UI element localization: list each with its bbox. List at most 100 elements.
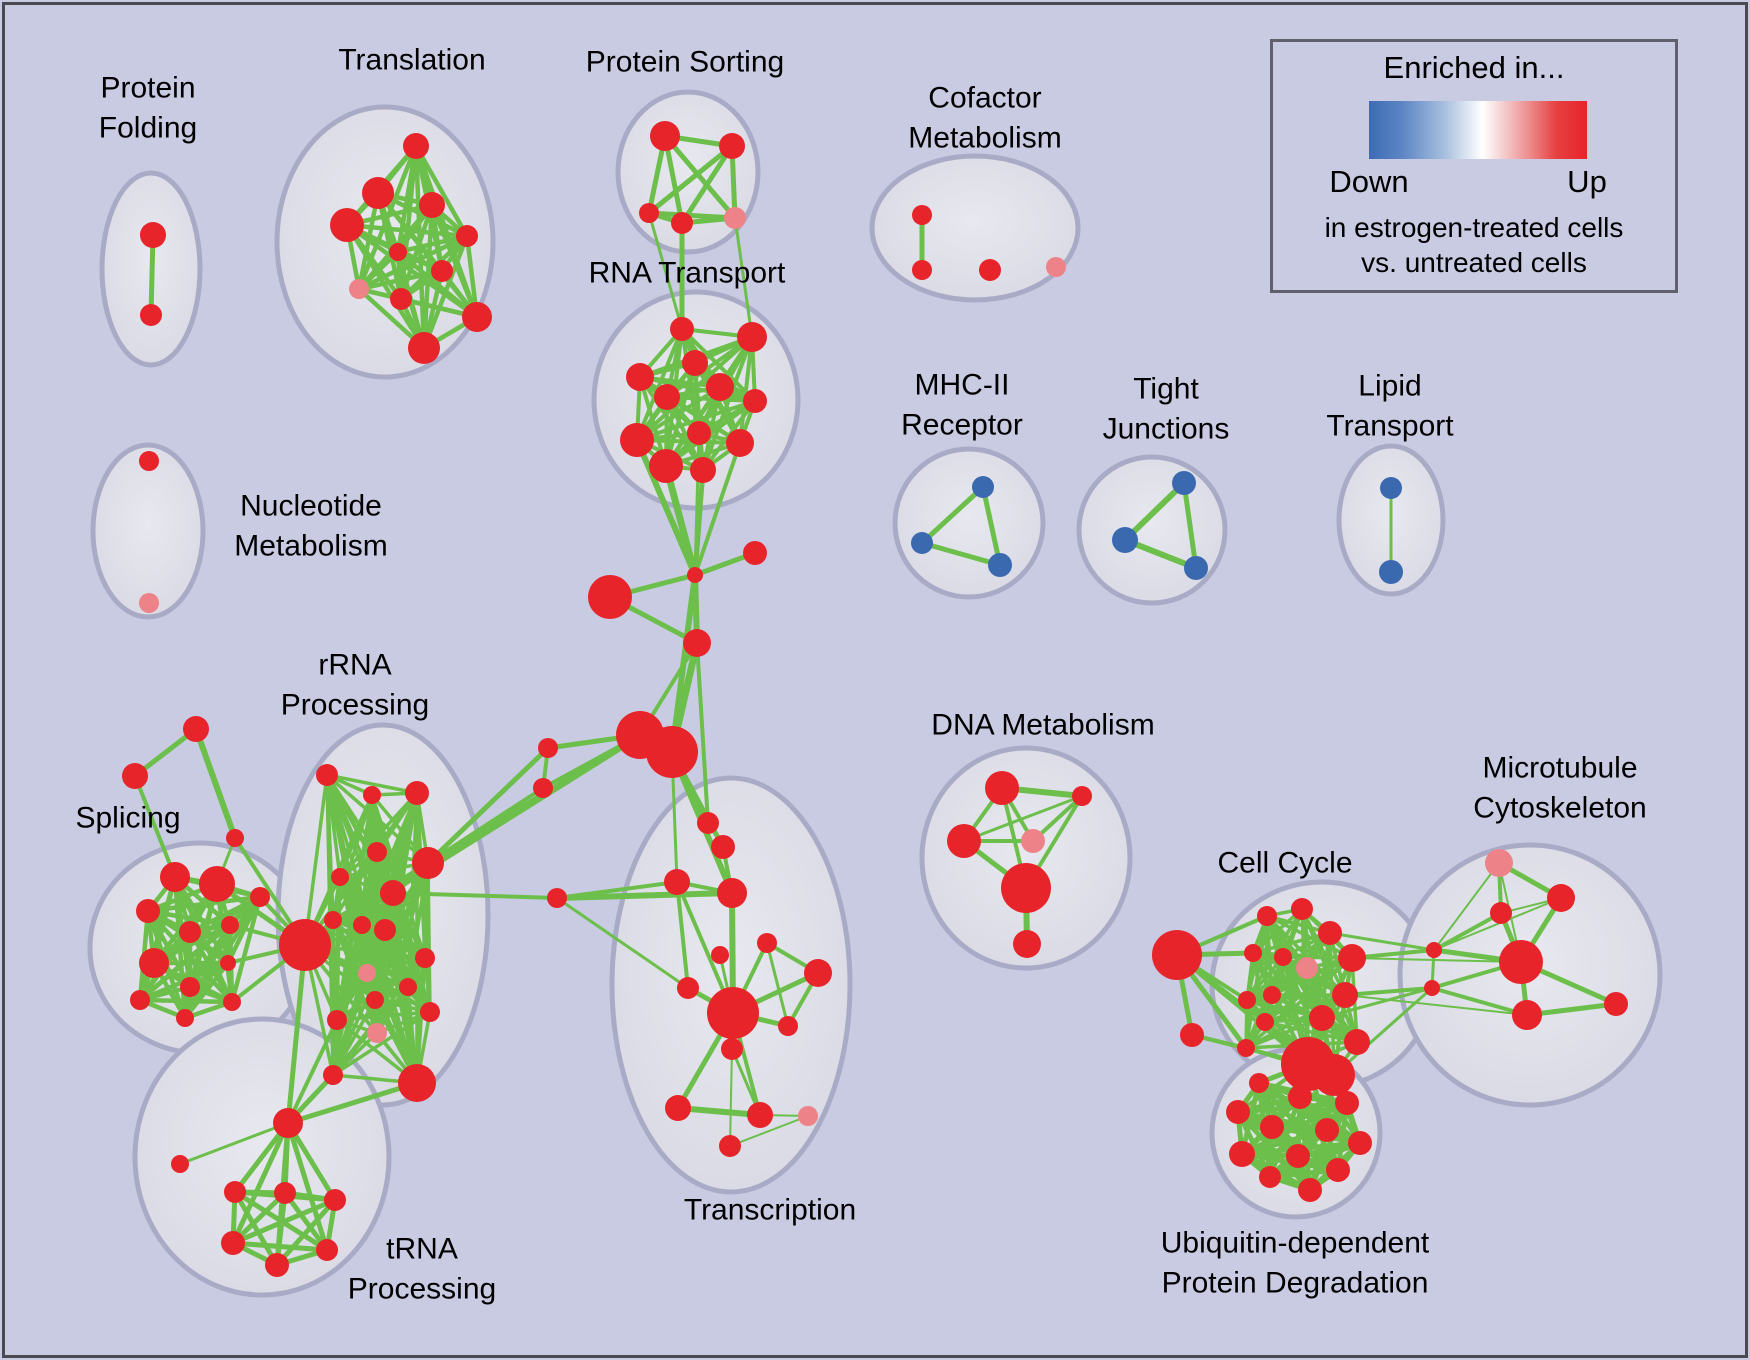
edge bbox=[1351, 957, 1522, 963]
node-tc13 bbox=[747, 1102, 773, 1128]
node-rt7 bbox=[743, 389, 767, 413]
node-tj3 bbox=[1184, 556, 1208, 580]
node-tr11 bbox=[408, 332, 440, 364]
edge bbox=[1245, 955, 1285, 1002]
cluster-bubble-nucleotide-metabolism bbox=[90, 442, 206, 620]
node-cc9 bbox=[1309, 1005, 1335, 1031]
cluster-label-mhc-ii-receptor: MHC-II bbox=[915, 369, 1010, 402]
edge bbox=[229, 894, 263, 1005]
node-tc8 bbox=[804, 959, 832, 987]
node-sp7 bbox=[180, 977, 200, 997]
node-ub9 bbox=[1286, 1144, 1310, 1168]
edge bbox=[701, 385, 722, 472]
node-cc12 bbox=[1332, 982, 1358, 1008]
edge bbox=[693, 441, 742, 577]
node-cc11 bbox=[1338, 944, 1366, 972]
edge bbox=[555, 896, 690, 990]
edge bbox=[133, 774, 177, 879]
cluster-label-rrna-processing: Processing bbox=[281, 689, 429, 722]
node-rr13 bbox=[399, 978, 417, 996]
legend-caption-line1: in estrogen-treated cells bbox=[1324, 212, 1624, 243]
edge bbox=[331, 918, 379, 1035]
edge bbox=[662, 133, 738, 221]
node-mt3 bbox=[1499, 940, 1543, 984]
cluster-label-cofactor-metabolism: Metabolism bbox=[908, 122, 1061, 155]
node-tr4 bbox=[330, 208, 364, 242]
node-mt5 bbox=[1604, 992, 1628, 1016]
cluster-label-cell-cycle: Cell Cycle bbox=[1217, 847, 1352, 880]
node-tr8 bbox=[349, 279, 369, 299]
node-cc13 bbox=[1344, 1029, 1370, 1055]
cluster-label-splicing: Splicing bbox=[75, 802, 180, 835]
edge bbox=[1175, 953, 1310, 1066]
node-rt4 bbox=[626, 363, 654, 391]
edge bbox=[733, 216, 754, 339]
node-lc1 bbox=[538, 738, 558, 758]
node-tc7 bbox=[677, 977, 699, 999]
node-ps1 bbox=[650, 121, 680, 151]
node-mcc1 bbox=[1426, 942, 1442, 958]
node-ub12 bbox=[1298, 1178, 1322, 1202]
node-rt11 bbox=[649, 449, 683, 483]
node-mt2 bbox=[1490, 902, 1512, 924]
node-lc3 bbox=[547, 888, 567, 908]
node-ub10 bbox=[1326, 1158, 1350, 1182]
node-ub11 bbox=[1259, 1166, 1281, 1188]
edge bbox=[635, 438, 742, 445]
node-ub6 bbox=[1315, 1118, 1339, 1142]
node-nm2 bbox=[139, 593, 159, 613]
edge bbox=[230, 1197, 338, 1246]
edge bbox=[331, 1010, 432, 1077]
node-tc14 bbox=[798, 1106, 818, 1126]
node-cc3 bbox=[1244, 944, 1262, 962]
node-rr14 bbox=[327, 1010, 347, 1030]
node-mtP bbox=[1485, 849, 1513, 877]
node-rr19 bbox=[323, 1065, 343, 1085]
node-tc10 bbox=[778, 1016, 798, 1036]
node-tn2 bbox=[274, 1182, 296, 1204]
node-ps3 bbox=[639, 203, 659, 223]
cluster-label-tight-junctions: Tight bbox=[1133, 373, 1199, 406]
cluster-label-tight-junctions: Junctions bbox=[1103, 413, 1230, 446]
edge bbox=[344, 222, 470, 239]
edge bbox=[178, 1121, 290, 1166]
node-ccH bbox=[1152, 930, 1202, 980]
edge bbox=[285, 1120, 338, 1203]
cluster-bubble-cofactor-metabolism bbox=[869, 153, 1081, 303]
node-sp9 bbox=[130, 990, 150, 1010]
cluster-label-microtubule-cytoskeleton: Cytoskeleton bbox=[1473, 792, 1646, 825]
node-dm2 bbox=[1072, 786, 1092, 806]
cluster-label-trna-processing: Processing bbox=[348, 1273, 496, 1306]
node-mc1 bbox=[687, 567, 703, 583]
node-ub2 bbox=[1288, 1085, 1312, 1109]
node-rt1 bbox=[670, 317, 694, 341]
node-tr2 bbox=[362, 177, 394, 209]
edge bbox=[232, 1189, 280, 1268]
node-sp11 bbox=[223, 993, 241, 1011]
edge bbox=[331, 1031, 379, 1077]
node-rt6 bbox=[706, 373, 734, 401]
node-cc4 bbox=[1274, 948, 1292, 966]
edge bbox=[1433, 897, 1562, 951]
edge bbox=[230, 1120, 291, 1246]
node-tc4 bbox=[717, 878, 747, 908]
legend-caption-line2: vs. untreated cells bbox=[1361, 247, 1587, 278]
edge bbox=[230, 1190, 288, 1246]
edge bbox=[554, 890, 735, 901]
node-sp5 bbox=[221, 916, 239, 934]
node-ccB2 bbox=[1313, 1054, 1355, 1096]
node-mc2 bbox=[743, 541, 767, 565]
edge bbox=[662, 462, 699, 579]
node-rr1 bbox=[316, 764, 338, 786]
edge bbox=[338, 791, 419, 879]
edge bbox=[1320, 986, 1434, 1020]
cluster-label-transcription: Transcription bbox=[684, 1194, 856, 1227]
edge bbox=[373, 956, 427, 1002]
node-ub4 bbox=[1226, 1100, 1250, 1124]
edge bbox=[415, 956, 427, 1085]
cluster-label-protein-folding: Protein bbox=[100, 72, 195, 105]
edge bbox=[1328, 931, 1436, 952]
node-cc10 bbox=[1318, 921, 1342, 945]
edge bbox=[148, 232, 156, 318]
node-rt8 bbox=[687, 421, 711, 445]
